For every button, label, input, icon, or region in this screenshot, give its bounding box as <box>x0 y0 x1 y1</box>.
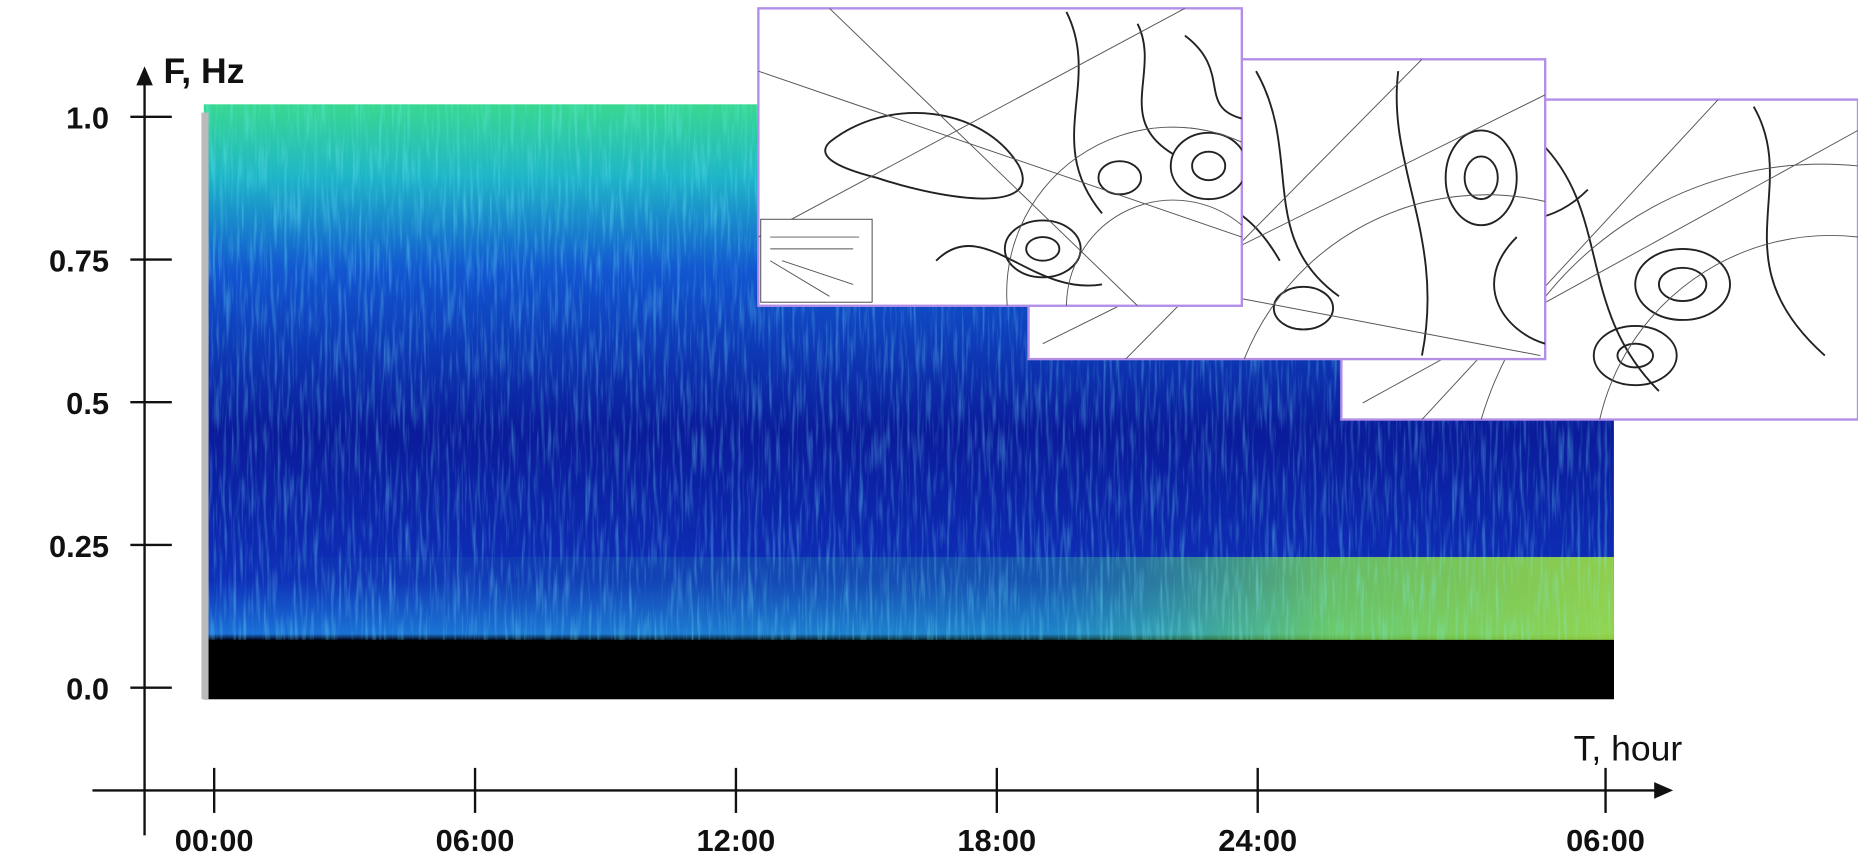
y-tick-label: 0.25 <box>49 529 109 564</box>
y-axis-label: F, Hz <box>164 51 245 91</box>
x-tick-label: 18:00 <box>957 823 1036 858</box>
x-tick-label: 24:00 <box>1218 823 1297 858</box>
weather-map <box>757 7 1244 307</box>
x-tick-label: 06:00 <box>1566 823 1645 858</box>
y-tick-label: 0.0 <box>66 672 109 707</box>
y-tick-label: 1.0 <box>66 101 109 136</box>
x-tick-label: 06:00 <box>436 823 515 858</box>
x-axis-label: T, hour <box>1574 729 1683 769</box>
x-tick-label: 12:00 <box>697 823 776 858</box>
y-tick-label: 0.75 <box>49 243 109 278</box>
x-axis-arrow <box>1654 782 1674 799</box>
y-tick-label: 0.5 <box>66 386 109 421</box>
x-tick-label: 00:00 <box>175 823 254 858</box>
y-axis-arrow <box>136 66 153 86</box>
